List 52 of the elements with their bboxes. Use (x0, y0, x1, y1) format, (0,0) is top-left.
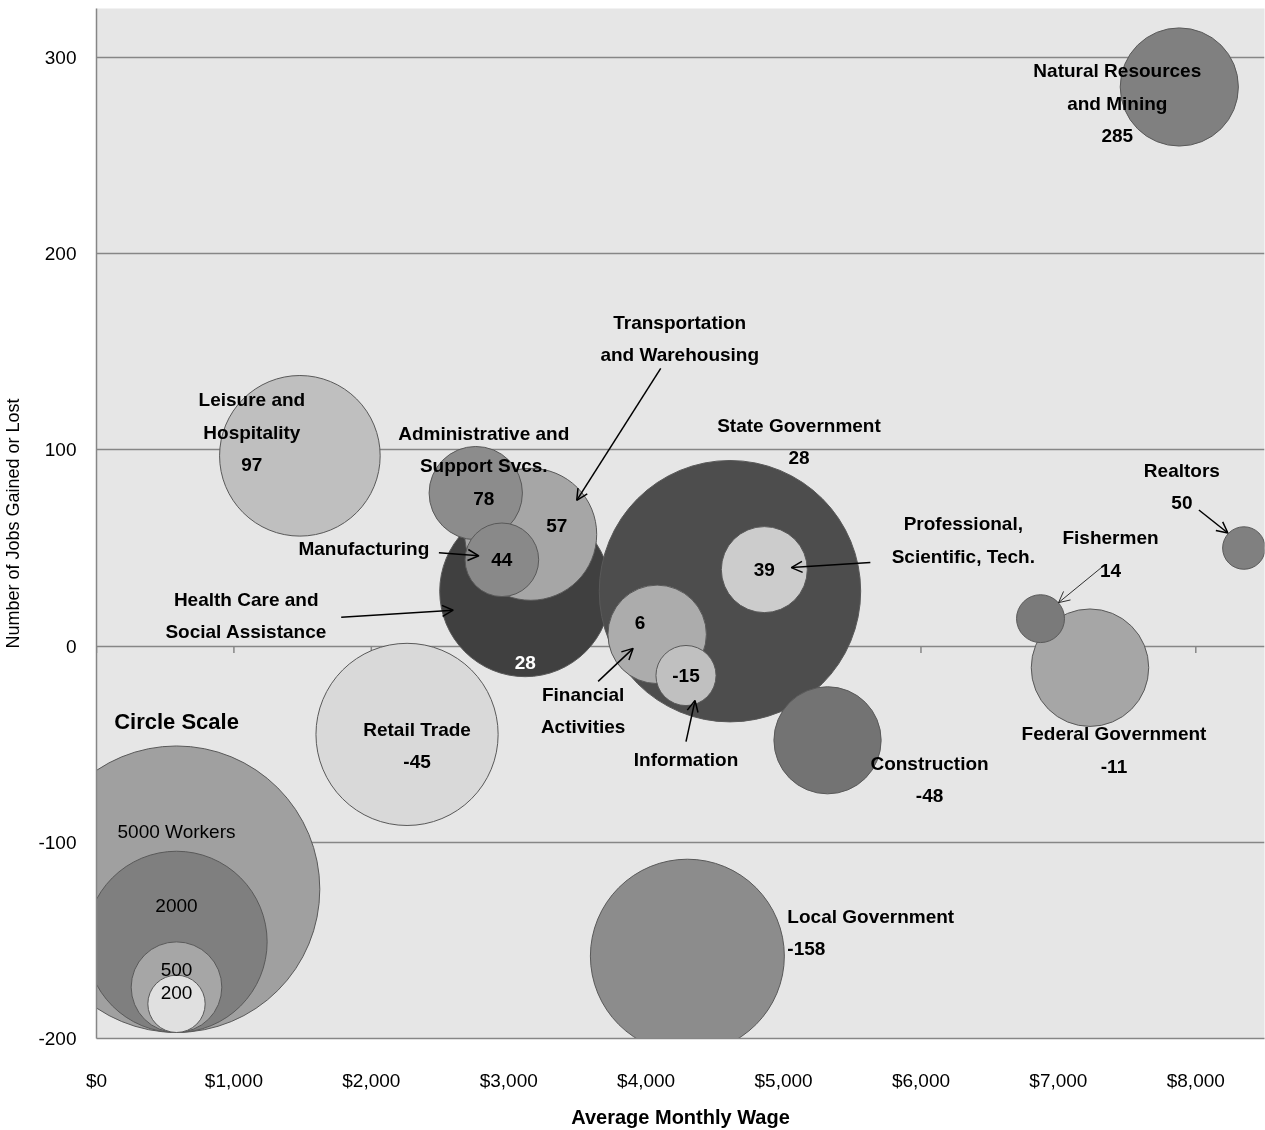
x-tick-label: $7,000 (1029, 1069, 1088, 1091)
text: Information (633, 749, 739, 771)
x-tick-label: $8,000 (1166, 1069, 1225, 1091)
x-tick-label: $2,000 (342, 1069, 401, 1091)
data-label: 285 (1101, 125, 1134, 147)
text: Professional, Scientific, Tech. (891, 513, 1035, 567)
series-label: Construction (870, 752, 989, 774)
y-tick-label: -100 (38, 831, 77, 853)
series-label: Leisure and Hospitality (198, 389, 306, 443)
data-label: 57 (546, 514, 568, 536)
x-axis-title: Average Monthly Wage (571, 1105, 790, 1128)
y-tick-label: 300 (44, 47, 77, 69)
data-label: 50 (1171, 492, 1193, 514)
data-label: 28 (514, 651, 536, 673)
x-tick-label: $3,000 (479, 1069, 538, 1091)
x-tick-label: $1,000 (204, 1069, 263, 1091)
data-label: -15 (672, 665, 701, 687)
data-label: 6 (634, 611, 646, 633)
data-label: -158 (787, 938, 826, 960)
x-tick-label: $4,000 (617, 1069, 676, 1091)
series-label: State Government (717, 414, 882, 436)
legend-label: 200 (160, 981, 193, 1003)
y-axis-title: Number of Jobs Gained or Lost (3, 398, 24, 649)
y-tick-label: 200 (44, 243, 77, 265)
y-tick-label: 0 (65, 635, 77, 657)
data-label: 14 (1099, 559, 1122, 581)
series-label: Local Government (787, 905, 955, 927)
x-tick-label: $6,000 (891, 1069, 951, 1091)
data-label: 28 (788, 447, 810, 469)
series-label: Federal Government (1021, 723, 1208, 745)
data-label: -11 (1100, 755, 1128, 777)
data-label: -48 (915, 785, 944, 807)
series-label: Retail Trade (363, 718, 471, 740)
y-tick-label: -200 (38, 1028, 77, 1049)
data-label: 39 (753, 559, 775, 581)
legend-title: Circle Scale (114, 709, 239, 735)
legend-label: 5000 Workers (117, 821, 236, 843)
text: Realtors (1143, 459, 1220, 481)
data-label: 97 (241, 454, 263, 476)
legend-label: 2000 (155, 895, 198, 917)
data-label: -45 (403, 751, 432, 773)
text: Health Care and Social Assistance (165, 588, 327, 643)
y-tick-label: 100 (44, 439, 77, 461)
legend-label: 500 (160, 958, 193, 980)
data-label: 44 (491, 549, 513, 571)
text: Transportation and Warehousing (600, 311, 760, 366)
series-label: Financial Activities (540, 683, 626, 738)
x-tick-label: $5,000 (754, 1069, 813, 1091)
x-tick-label: $0 (85, 1069, 108, 1091)
data-label: 78 (473, 487, 495, 509)
text: Fishermen (1062, 527, 1159, 549)
series-label: Manufacturing (298, 538, 430, 560)
